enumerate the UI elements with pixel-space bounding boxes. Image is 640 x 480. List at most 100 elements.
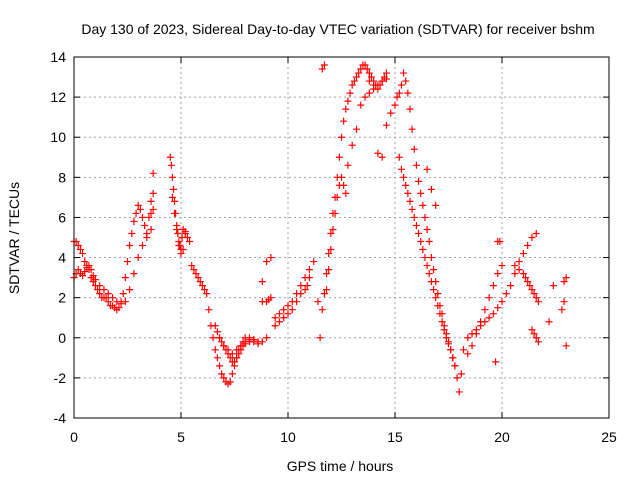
data-point	[344, 97, 352, 105]
data-point	[496, 238, 504, 246]
data-point	[395, 153, 403, 161]
data-point	[524, 278, 532, 286]
data-point	[175, 242, 183, 250]
data-point	[402, 77, 410, 85]
data-point	[143, 234, 151, 241]
data-point	[263, 334, 271, 342]
data-point	[188, 262, 196, 270]
data-point	[280, 314, 288, 322]
data-point	[216, 362, 224, 370]
data-point	[303, 282, 311, 290]
data-point	[534, 298, 542, 306]
data-point	[76, 246, 84, 254]
data-point	[320, 61, 328, 69]
data-point	[231, 358, 238, 366]
data-point	[511, 270, 519, 278]
data-point	[136, 205, 144, 213]
data-point	[378, 153, 386, 161]
data-point	[333, 193, 341, 201]
data-point	[316, 334, 324, 342]
data-point	[258, 278, 266, 286]
y-tick-label: 8	[58, 169, 66, 185]
data-point	[220, 374, 228, 382]
data-point	[323, 286, 331, 294]
data-point	[408, 125, 416, 133]
data-point	[365, 89, 373, 97]
data-point	[85, 262, 93, 270]
plot-frame	[73, 56, 610, 419]
data-point	[468, 342, 476, 350]
data-point	[455, 388, 463, 396]
data-point	[421, 213, 429, 221]
data-point	[445, 340, 452, 348]
data-point	[138, 213, 146, 221]
data-point	[213, 328, 221, 336]
y-tick-label: 6	[58, 209, 66, 225]
data-point	[498, 298, 506, 306]
data-point	[524, 242, 532, 250]
data-point	[415, 177, 423, 185]
data-point	[147, 197, 155, 205]
data-point	[357, 65, 365, 73]
data-point	[100, 286, 108, 294]
data-point	[338, 173, 345, 181]
data-point	[331, 209, 339, 217]
data-point	[89, 272, 97, 280]
data-point	[284, 302, 292, 310]
data-point	[365, 77, 373, 85]
data-point	[320, 290, 328, 298]
data-point	[126, 286, 134, 294]
data-point	[168, 173, 176, 181]
data-point	[427, 278, 435, 286]
data-point	[404, 89, 412, 97]
data-point	[121, 298, 129, 306]
data-point	[213, 354, 221, 362]
data-point	[173, 225, 181, 233]
data-point	[121, 274, 129, 282]
data-point	[440, 326, 448, 334]
data-point	[468, 330, 476, 338]
data-point	[124, 258, 131, 266]
data-point	[519, 250, 527, 258]
data-point	[338, 133, 345, 141]
data-point	[436, 310, 444, 318]
data-point	[423, 165, 431, 173]
data-point	[104, 290, 112, 298]
data-point	[434, 302, 442, 310]
data-point	[224, 346, 232, 354]
data-point	[367, 73, 375, 81]
data-point	[432, 201, 440, 209]
data-point	[451, 362, 459, 370]
data-point	[459, 346, 467, 354]
data-point	[502, 290, 510, 298]
data-point	[267, 254, 275, 262]
data-point	[284, 310, 292, 318]
data-point	[406, 105, 414, 113]
y-axis-label: SDTVAR / TECUs	[6, 182, 22, 294]
data-point	[228, 350, 236, 358]
data-point	[205, 306, 213, 314]
data-point	[391, 101, 399, 109]
data-point	[241, 338, 249, 346]
data-point	[126, 242, 134, 250]
data-point	[166, 153, 174, 161]
data-point	[342, 189, 350, 197]
data-point	[130, 217, 138, 225]
x-tick-label: 5	[177, 429, 185, 445]
data-point	[305, 266, 313, 274]
data-point	[511, 262, 519, 270]
data-point	[194, 274, 202, 282]
data-point	[395, 89, 403, 97]
data-point	[218, 338, 226, 346]
x-tick-label: 0	[70, 429, 78, 445]
data-point	[96, 290, 104, 298]
data-point	[325, 266, 333, 274]
data-point	[325, 250, 333, 258]
data-point	[494, 270, 502, 278]
data-point	[115, 304, 123, 312]
data-point	[149, 205, 157, 213]
data-point	[198, 282, 206, 290]
data-point	[485, 314, 493, 322]
data-point	[382, 69, 390, 77]
data-point	[417, 238, 425, 246]
